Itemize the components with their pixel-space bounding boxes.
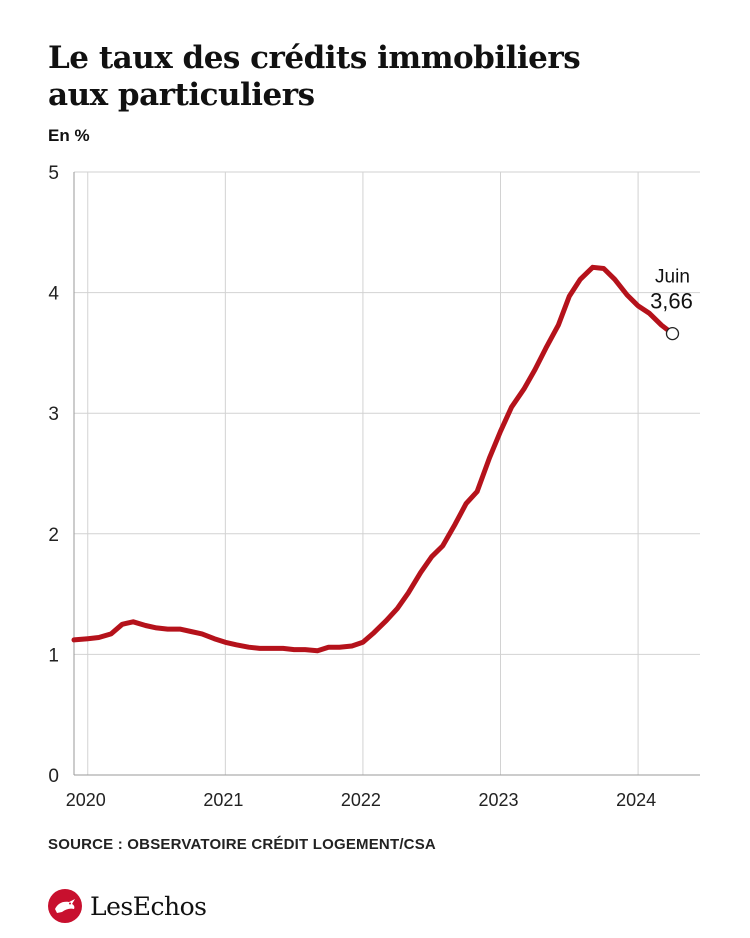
y-tick-label-5: 5 [48, 163, 59, 184]
grid [74, 171, 700, 776]
y-tick-label-4: 4 [48, 284, 59, 305]
x-tick-label-2024: 2024 [616, 790, 656, 810]
tick-labels: 0 1 2 3 4 5 2020 2021 2022 2023 2024 [48, 163, 656, 810]
annotation-value: 3,66 [650, 289, 693, 314]
x-tick-label-2023: 2023 [478, 790, 518, 810]
x-tick-label-2022: 2022 [341, 790, 381, 810]
chart-title-line-1: Le taux des crédits immobiliers [48, 40, 581, 76]
axes [73, 172, 700, 776]
annotation-label: Juin [655, 267, 690, 288]
brand-name: LesEchos [90, 891, 207, 921]
y-tick-label-1: 1 [48, 645, 59, 666]
series-layer [71, 264, 675, 654]
unit-label: En % [48, 126, 90, 145]
last-point-marker [665, 326, 680, 341]
source-note: SOURCE : OBSERVATOIRE CRÉDIT LOGEMENT/CS… [48, 836, 436, 853]
y-tick-label-0: 0 [48, 766, 59, 787]
x-tick-label-2020: 2020 [66, 790, 106, 810]
les-echos-logo-icon [48, 889, 82, 923]
x-tick-label-2021: 2021 [203, 790, 243, 810]
chart-title: Le taux des crédits immobiliers aux part… [48, 40, 688, 114]
chart-title-line-2: aux particuliers [48, 77, 315, 113]
series-line-0 [71, 264, 675, 654]
y-tick-label-3: 3 [48, 404, 59, 425]
y-tick-label-2: 2 [48, 525, 59, 546]
brand: LesEchos [48, 888, 207, 924]
